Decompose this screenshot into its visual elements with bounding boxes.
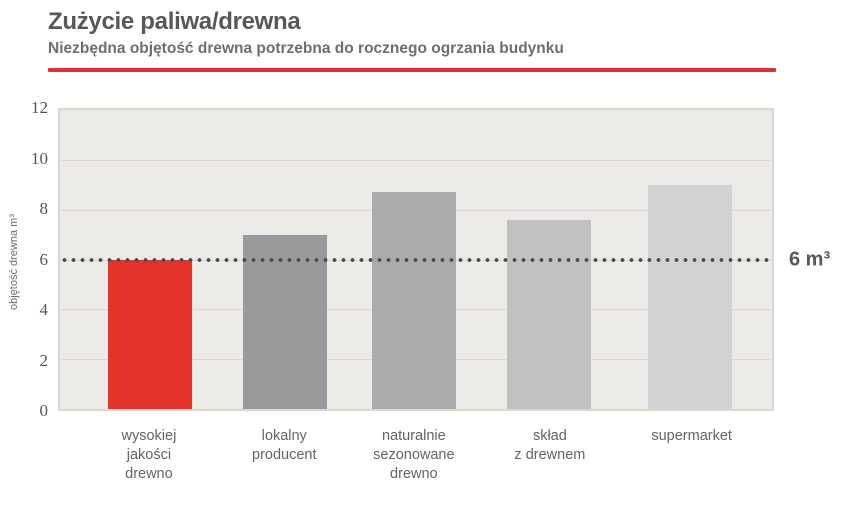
y-tick-label: 8 bbox=[39, 199, 49, 218]
chart-subtitle: Niezbędna objętość drewna potrzebna do r… bbox=[48, 40, 564, 57]
reference-line bbox=[60, 257, 772, 262]
x-axis-label: supermarket bbox=[651, 428, 732, 444]
y-tick-label: 2 bbox=[39, 350, 49, 370]
y-tick-label: 0 bbox=[39, 401, 49, 420]
gridline bbox=[60, 159, 772, 161]
plot-area bbox=[58, 108, 774, 411]
title-underline bbox=[48, 68, 776, 72]
y-tick-label: 6 bbox=[39, 249, 49, 269]
y-tick-label: 12 bbox=[31, 98, 48, 117]
y-tick-label: 10 bbox=[31, 148, 48, 168]
bar-lokalny-producent bbox=[242, 234, 327, 409]
reference-line-label: 6 m³ bbox=[789, 248, 831, 270]
bar-wysokiej-jakości-drewno bbox=[108, 259, 193, 409]
x-axis-label: lokalny producent bbox=[252, 428, 317, 463]
x-axis-label: wysokiej jakości drewno bbox=[121, 428, 177, 482]
x-axis-label: skład z drewnem bbox=[514, 428, 586, 463]
bar-naturalnie-sezonowane-drewno bbox=[371, 192, 456, 409]
bar-skład-z-drewnem bbox=[507, 219, 592, 409]
y-tick-label: 4 bbox=[39, 300, 49, 319]
x-axis-label: naturalnie sezonowane drewno bbox=[373, 428, 455, 482]
chart-title: Zużycie paliwa/drewna bbox=[48, 8, 301, 35]
bar-supermarket bbox=[648, 184, 733, 409]
